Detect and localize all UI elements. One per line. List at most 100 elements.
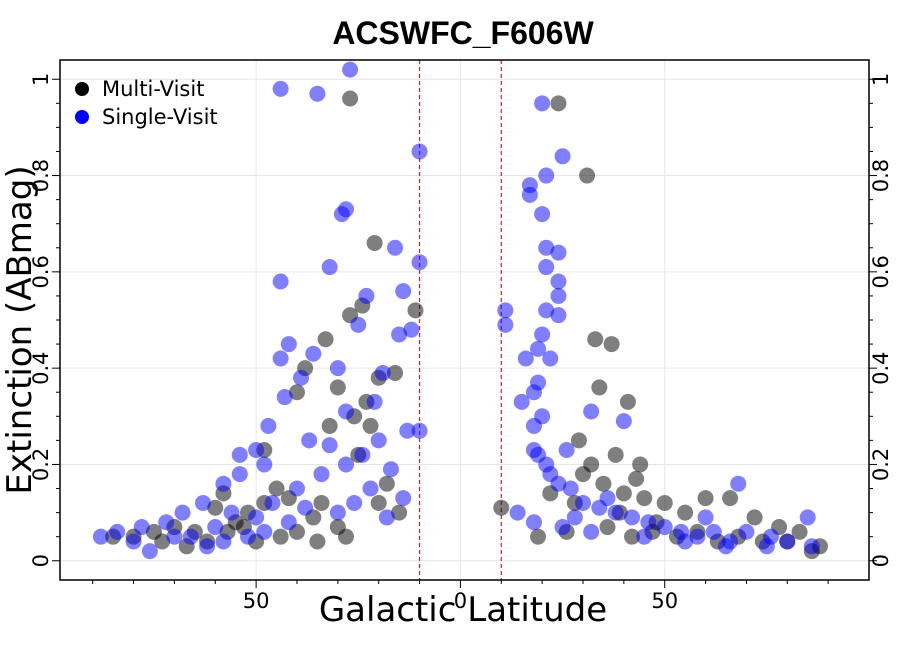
point-single-visit — [329, 504, 346, 521]
point-single-visit — [272, 273, 289, 290]
point-multi-visit — [591, 379, 608, 396]
point-single-visit — [525, 417, 542, 434]
point-single-visit — [109, 523, 126, 540]
point-single-visit — [374, 364, 391, 381]
y-axis-label: Extinction (ABmag) — [0, 165, 40, 494]
x-tick-label: 0 — [454, 589, 467, 613]
point-multi-visit — [746, 509, 763, 526]
point-multi-visit — [493, 499, 510, 516]
point-single-visit — [517, 350, 534, 367]
point-single-visit — [378, 509, 395, 526]
point-single-visit — [272, 350, 289, 367]
point-multi-visit — [603, 336, 620, 353]
point-single-visit — [301, 432, 318, 449]
point-single-visit — [550, 307, 567, 324]
point-multi-visit — [268, 480, 285, 497]
point-multi-visit — [407, 302, 424, 319]
point-single-visit — [497, 316, 514, 333]
point-single-visit — [231, 466, 248, 483]
point-multi-visit — [599, 519, 616, 536]
point-single-visit — [297, 499, 314, 516]
point-single-visit — [497, 302, 514, 319]
point-single-visit — [550, 475, 567, 492]
y-tick-label-right: 1 — [869, 73, 893, 86]
legend-marker-multi-visit — [75, 82, 89, 96]
point-multi-visit — [628, 470, 645, 487]
point-multi-visit — [587, 331, 604, 348]
point-single-visit — [697, 509, 714, 526]
point-multi-visit — [579, 167, 596, 184]
x-axis-label: Galactic Latitude — [319, 590, 607, 630]
point-single-visit — [399, 422, 416, 439]
point-single-visit — [321, 259, 338, 276]
point-multi-visit — [595, 475, 612, 492]
y-tick-label-right: 0 — [869, 554, 893, 567]
y-tick-label-left: 0.2 — [29, 448, 53, 481]
point-single-visit — [538, 167, 555, 184]
point-single-visit — [730, 475, 747, 492]
point-single-visit — [411, 143, 428, 160]
point-multi-visit — [317, 331, 334, 348]
point-single-visit — [288, 480, 305, 497]
point-single-visit — [411, 422, 428, 439]
point-single-visit — [574, 494, 591, 511]
x-tick-label: 50 — [651, 589, 678, 613]
point-single-visit — [566, 509, 583, 526]
point-single-visit — [239, 528, 256, 545]
point-single-visit — [166, 528, 183, 545]
point-single-visit — [607, 504, 624, 521]
point-single-visit — [554, 148, 571, 165]
point-multi-visit — [370, 494, 387, 511]
point-single-visit — [705, 523, 722, 540]
plot-frame — [59, 59, 870, 581]
y-tick-label-left: 0.6 — [29, 255, 53, 288]
point-single-visit — [615, 413, 632, 430]
data-points — [92, 61, 828, 560]
point-multi-visit — [607, 446, 624, 463]
point-single-visit — [550, 244, 567, 261]
point-multi-visit — [207, 499, 224, 516]
point-multi-visit — [619, 393, 636, 410]
point-single-visit — [256, 523, 273, 540]
tick-labels: 50 0 50 0 0 0.2 0.2 0.4 0.4 0.6 0.6 0.8 0.8 1 1 — [29, 73, 893, 613]
axis-ticks — [52, 78, 877, 588]
point-single-visit — [583, 523, 600, 540]
y-tick-label-right: 0.2 — [869, 448, 893, 481]
point-multi-visit — [313, 494, 330, 511]
point-single-visit — [329, 360, 346, 377]
point-single-visit — [199, 538, 216, 555]
point-single-visit — [509, 504, 526, 521]
point-single-visit — [758, 538, 775, 555]
point-single-visit — [350, 316, 367, 333]
point-multi-visit — [615, 485, 632, 502]
point-single-visit — [656, 519, 673, 536]
point-multi-visit — [272, 528, 289, 545]
point-single-visit — [280, 514, 297, 531]
point-single-visit — [248, 442, 265, 458]
point-single-visit — [215, 533, 232, 550]
point-single-visit — [803, 538, 820, 555]
point-single-visit — [248, 509, 265, 526]
point-single-visit — [125, 533, 142, 550]
point-single-visit — [599, 490, 616, 507]
y-tick-label-right: 0.8 — [869, 159, 893, 192]
point-single-visit — [207, 519, 224, 536]
point-single-visit — [272, 80, 289, 97]
point-single-visit — [370, 432, 387, 449]
point-single-visit — [338, 403, 355, 420]
point-single-visit — [525, 514, 542, 531]
point-multi-visit — [570, 432, 587, 449]
point-single-visit — [366, 393, 383, 410]
point-single-visit — [538, 239, 555, 256]
point-single-visit — [182, 528, 199, 545]
point-single-visit — [538, 302, 555, 319]
point-multi-visit — [632, 456, 649, 473]
point-single-visit — [387, 239, 404, 256]
point-single-visit — [534, 206, 551, 223]
y-tick-label-left: 1 — [29, 73, 53, 86]
y-tick-label-left: 0 — [29, 554, 53, 567]
point-single-visit — [223, 504, 240, 521]
point-single-visit — [554, 519, 571, 536]
point-single-visit — [346, 494, 363, 511]
